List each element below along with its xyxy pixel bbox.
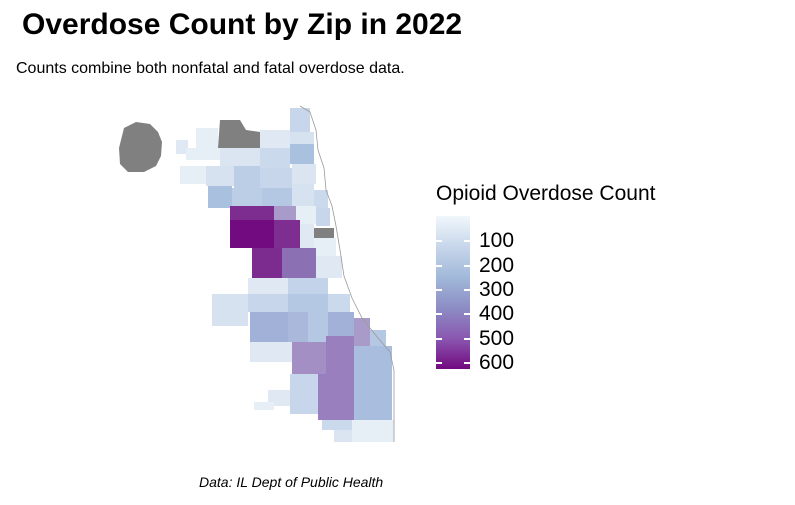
zip-region-nodata-center xyxy=(314,228,334,238)
legend-label: 500 xyxy=(479,327,515,350)
zip-region xyxy=(252,248,282,278)
zip-region xyxy=(290,108,310,132)
zip-region xyxy=(282,248,316,278)
legend-tick xyxy=(464,362,470,364)
zip-region xyxy=(260,168,292,188)
zip-region xyxy=(250,342,292,362)
legend-tick xyxy=(436,265,442,267)
zip-region xyxy=(196,128,218,148)
zip-region xyxy=(254,402,274,410)
zip-region xyxy=(300,224,314,248)
zip-region xyxy=(316,208,330,226)
zip-region xyxy=(326,336,354,374)
zip-region xyxy=(220,148,260,166)
map-outline xyxy=(299,105,395,442)
legend-tick xyxy=(464,338,470,340)
legend-tick xyxy=(436,313,442,315)
zip-region xyxy=(208,186,232,208)
zip-region xyxy=(260,130,290,148)
map-title: Overdose Count by Zip in 2022 xyxy=(22,8,463,41)
zip-region xyxy=(328,294,350,312)
zip-region xyxy=(230,206,274,220)
zip-region xyxy=(354,318,370,346)
zip-region xyxy=(262,188,292,206)
zip-region xyxy=(186,148,220,160)
zip-region xyxy=(250,312,288,342)
zip-region xyxy=(370,330,386,348)
zip-region-nodata-west xyxy=(119,122,162,172)
zip-region xyxy=(352,420,394,442)
legend-title: Opioid Overdose Count xyxy=(436,182,656,205)
zip-region xyxy=(234,166,260,188)
legend-tick xyxy=(436,338,442,340)
zip-region xyxy=(308,312,328,342)
legend-tick xyxy=(464,240,470,242)
zip-region xyxy=(292,164,316,184)
legend-label: 200 xyxy=(479,254,515,277)
zip-region xyxy=(318,374,354,420)
zip-region xyxy=(232,188,262,206)
legend-color-bar xyxy=(436,216,470,369)
legend-tick xyxy=(436,362,442,364)
legend-label: 600 xyxy=(479,351,515,374)
legend-label: 100 xyxy=(479,229,515,252)
zip-region xyxy=(314,238,336,256)
zip-region xyxy=(334,430,352,442)
legend-tick xyxy=(464,265,470,267)
legend-tick xyxy=(436,240,442,242)
zip-region xyxy=(316,256,342,278)
data-source-caption: Data: IL Dept of Public Health xyxy=(199,474,384,490)
zip-region xyxy=(176,140,188,154)
zip-region xyxy=(354,346,392,420)
zip-region xyxy=(180,166,206,184)
zip-region xyxy=(206,166,234,186)
zip-region xyxy=(248,294,288,312)
zip-region xyxy=(292,184,314,206)
zip-region-nodata-north xyxy=(218,120,260,148)
zip-region xyxy=(290,144,314,164)
zip-region xyxy=(230,220,274,248)
map-subtitle: Counts combine both nonfatal and fatal o… xyxy=(16,60,405,77)
zip-region xyxy=(288,278,328,294)
zip-region xyxy=(290,132,314,144)
zip-region xyxy=(296,206,316,224)
zip-region xyxy=(290,374,318,414)
zip-region xyxy=(274,220,300,248)
zip-region xyxy=(248,278,288,294)
legend-label: 300 xyxy=(479,278,515,301)
zip-region xyxy=(292,342,326,374)
zip-region xyxy=(314,190,328,208)
zip-region xyxy=(288,312,308,342)
legend-tick xyxy=(436,289,442,291)
zip-region xyxy=(328,312,354,336)
zip-regions xyxy=(119,108,394,442)
legend-label: 400 xyxy=(479,302,515,325)
zip-region xyxy=(260,148,290,168)
zip-region xyxy=(288,294,328,312)
legend-tick xyxy=(464,289,470,291)
zip-region xyxy=(274,206,296,220)
legend-tick xyxy=(464,313,470,315)
zip-region xyxy=(212,294,248,326)
zip-region xyxy=(322,420,352,430)
